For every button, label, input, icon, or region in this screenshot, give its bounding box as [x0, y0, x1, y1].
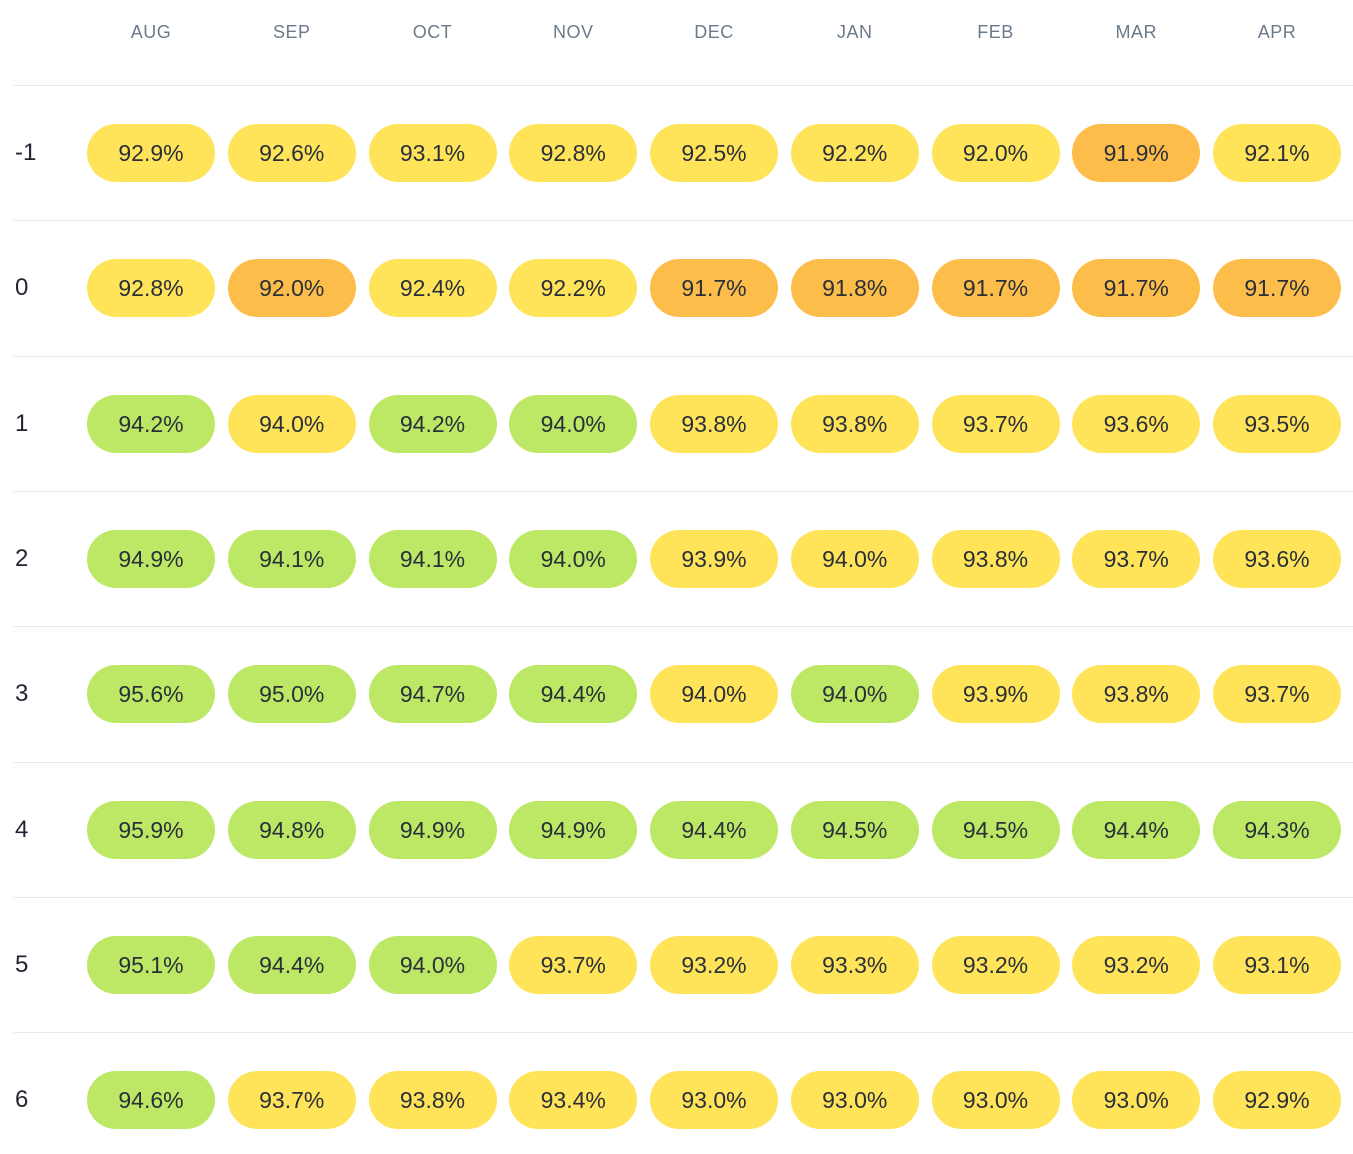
value-pill: 93.3% — [790, 935, 919, 994]
row-divider — [14, 85, 1353, 86]
value-pill: 94.5% — [790, 800, 919, 859]
row-divider — [14, 1032, 1353, 1034]
value-pill: 93.7% — [1072, 529, 1201, 588]
value-pill: 95.0% — [227, 665, 356, 724]
value-pill: 94.0% — [790, 665, 919, 724]
row-label: -1 — [15, 139, 37, 166]
value-pill: 92.0% — [931, 124, 1060, 182]
value-pill: 93.6% — [1213, 529, 1341, 588]
row-divider — [14, 220, 1353, 222]
value-pill: 92.2% — [790, 124, 919, 182]
value-pill: 93.2% — [650, 935, 778, 994]
value-pill: 92.8% — [87, 259, 215, 318]
value-pill: 93.1% — [368, 124, 497, 182]
value-pill: 93.1% — [1213, 935, 1341, 994]
value-pill: 94.0% — [650, 665, 778, 724]
row-label: 6 — [15, 1086, 29, 1114]
column-header-apr: APR — [1257, 22, 1297, 42]
value-pill: 94.9% — [509, 800, 638, 859]
value-pill: 91.7% — [650, 259, 778, 318]
value-pill: 93.4% — [509, 1071, 638, 1130]
value-pill: 94.0% — [509, 529, 638, 588]
row-label: 3 — [15, 680, 29, 708]
value-pill: 94.9% — [368, 800, 497, 859]
value-pill: 94.7% — [368, 665, 497, 724]
value-pill: 95.6% — [87, 665, 215, 724]
value-pill: 91.9% — [1072, 124, 1201, 182]
value-pill: 94.4% — [650, 800, 778, 859]
value-pill: 94.0% — [790, 529, 919, 588]
value-pill: 94.0% — [227, 394, 356, 453]
value-pill: 93.0% — [790, 1071, 919, 1130]
value-pill: 92.4% — [368, 259, 497, 318]
value-pill: 94.9% — [87, 529, 215, 588]
row-label: 4 — [15, 815, 29, 843]
row-divider — [14, 761, 1353, 763]
value-pill: 93.8% — [790, 394, 919, 453]
value-pill: 94.6% — [87, 1071, 215, 1130]
value-pill: 93.8% — [1072, 665, 1201, 724]
value-pill: 94.0% — [368, 935, 497, 994]
row-divider — [14, 626, 1353, 628]
value-pill: 95.1% — [87, 935, 215, 994]
value-pill: 93.2% — [931, 935, 1060, 994]
value-pill: 91.7% — [1072, 259, 1201, 318]
value-pill: 94.4% — [227, 935, 356, 994]
row-divider — [14, 355, 1353, 357]
value-pill: 94.1% — [227, 529, 356, 588]
value-pill: 94.2% — [368, 394, 497, 453]
value-pill: 94.1% — [368, 529, 497, 588]
value-pill: 93.0% — [931, 1071, 1060, 1130]
row-label: 2 — [15, 544, 29, 572]
value-pill: 93.5% — [1213, 394, 1341, 453]
value-pill: 93.8% — [931, 529, 1060, 588]
value-pill: 93.2% — [1072, 935, 1201, 994]
value-pill: 93.7% — [227, 1071, 356, 1130]
row-divider — [14, 490, 1353, 492]
row-label: 1 — [15, 409, 29, 437]
column-header-oct: OCT — [412, 22, 453, 42]
value-pill: 93.6% — [1072, 394, 1201, 453]
value-pill: 92.1% — [1213, 124, 1341, 182]
column-header-dec: DEC — [694, 22, 734, 42]
value-pill: 92.2% — [509, 259, 638, 318]
value-pill: 92.9% — [1213, 1071, 1341, 1130]
column-header-jan: JAN — [836, 22, 873, 42]
column-header-mar: MAR — [1115, 22, 1157, 42]
value-pill: 92.9% — [87, 124, 215, 182]
value-pill: 93.0% — [650, 1071, 778, 1130]
value-pill: 95.9% — [87, 800, 215, 859]
value-pill: 93.8% — [650, 394, 778, 453]
value-pill: 91.8% — [790, 259, 919, 318]
column-header-aug: AUG — [130, 22, 172, 42]
row-divider — [14, 896, 1353, 898]
value-pill: 92.5% — [650, 124, 778, 182]
value-pill: 92.0% — [227, 259, 356, 318]
column-header-nov: NOV — [552, 22, 594, 42]
value-pill: 93.0% — [1072, 1071, 1201, 1130]
value-pill: 92.8% — [509, 124, 638, 182]
column-header-sep: SEP — [272, 22, 311, 42]
value-pill: 94.5% — [931, 800, 1060, 859]
value-pill: 92.6% — [227, 124, 356, 182]
row-label: 5 — [15, 950, 29, 978]
value-pill: 94.8% — [227, 800, 356, 859]
value-pill: 94.4% — [509, 665, 638, 724]
value-pill: 93.9% — [650, 529, 778, 588]
value-pill: 93.7% — [509, 935, 638, 994]
value-pill: 91.7% — [931, 259, 1060, 318]
value-pill: 93.7% — [931, 394, 1060, 453]
value-pill: 93.9% — [931, 665, 1060, 724]
value-pill: 94.0% — [509, 394, 638, 453]
header-row: AUG SEP OCT NOV DEC JAN FEB MAR APR — [0, 0, 1353, 68]
value-pill: 94.2% — [87, 394, 215, 453]
value-pill: 91.7% — [1213, 259, 1341, 318]
row-label: 0 — [15, 274, 29, 302]
value-pill: 94.4% — [1072, 800, 1201, 859]
value-pill: 94.3% — [1213, 800, 1341, 859]
value-pill: 93.7% — [1213, 665, 1341, 724]
column-header-feb: FEB — [977, 22, 1014, 42]
value-pill: 93.8% — [368, 1071, 497, 1130]
